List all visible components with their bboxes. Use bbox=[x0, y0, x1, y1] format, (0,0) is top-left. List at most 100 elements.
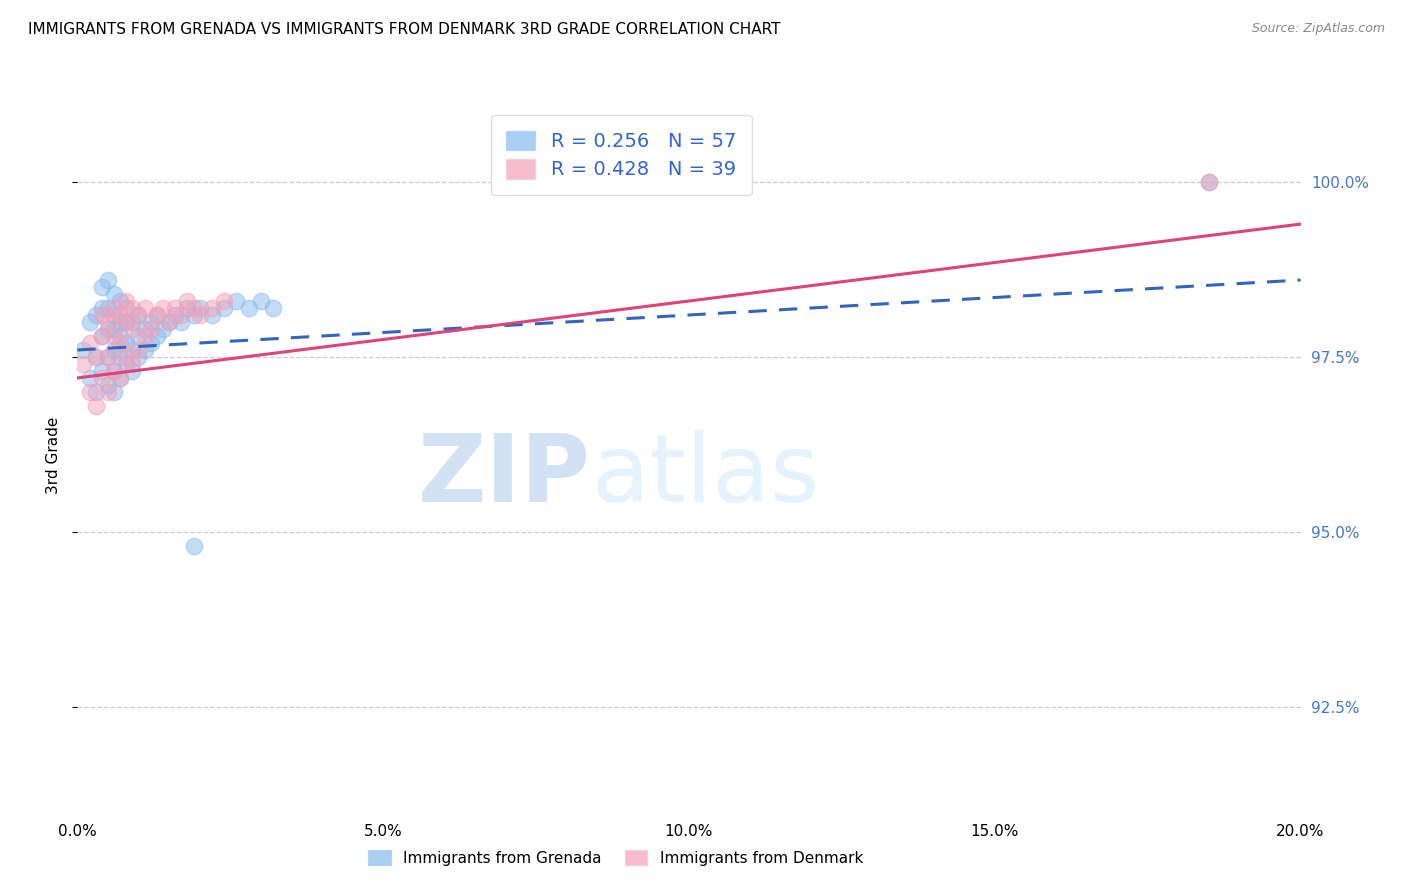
Point bbox=[146, 308, 169, 322]
Point bbox=[212, 293, 235, 308]
Point bbox=[212, 301, 235, 315]
Point bbox=[90, 280, 112, 294]
Point bbox=[115, 293, 138, 308]
Point bbox=[108, 329, 131, 343]
Point bbox=[108, 336, 131, 351]
Point bbox=[90, 371, 112, 385]
Point bbox=[97, 378, 120, 392]
Point bbox=[238, 301, 260, 315]
Point bbox=[97, 315, 120, 329]
Point bbox=[108, 371, 131, 385]
Point bbox=[103, 308, 125, 322]
Point bbox=[103, 384, 125, 399]
Point bbox=[121, 301, 143, 315]
Point bbox=[128, 350, 150, 364]
Y-axis label: 3rd Grade: 3rd Grade bbox=[46, 417, 62, 493]
Text: ZIP: ZIP bbox=[418, 430, 591, 523]
Point bbox=[183, 539, 205, 553]
Point bbox=[115, 357, 138, 371]
Point bbox=[225, 293, 247, 308]
Point bbox=[90, 329, 112, 343]
Point bbox=[262, 301, 284, 315]
Point bbox=[134, 343, 156, 357]
Point bbox=[121, 364, 143, 378]
Point bbox=[103, 301, 125, 315]
Point bbox=[108, 350, 131, 364]
Point bbox=[90, 364, 112, 378]
Point bbox=[115, 315, 138, 329]
Text: atlas: atlas bbox=[591, 430, 820, 523]
Point bbox=[79, 384, 101, 399]
Point bbox=[121, 343, 143, 357]
Point bbox=[152, 301, 174, 315]
Point bbox=[115, 315, 138, 329]
Point bbox=[103, 364, 125, 378]
Point bbox=[84, 384, 107, 399]
Point bbox=[201, 301, 224, 315]
Point bbox=[121, 322, 143, 336]
Point bbox=[128, 329, 150, 343]
Point bbox=[79, 336, 101, 351]
Point bbox=[176, 301, 198, 315]
Point bbox=[90, 308, 112, 322]
Point bbox=[97, 301, 120, 315]
Point bbox=[79, 371, 101, 385]
Point bbox=[134, 322, 156, 336]
Point bbox=[128, 343, 150, 357]
Point bbox=[97, 322, 120, 336]
Point bbox=[108, 371, 131, 385]
Point bbox=[121, 357, 143, 371]
Point bbox=[121, 315, 143, 329]
Point bbox=[115, 301, 138, 315]
Point bbox=[72, 343, 94, 357]
Point bbox=[84, 350, 107, 364]
Point bbox=[146, 329, 169, 343]
Point bbox=[128, 308, 150, 322]
Point bbox=[152, 322, 174, 336]
Point bbox=[115, 350, 138, 364]
Point bbox=[108, 293, 131, 308]
Point bbox=[188, 308, 211, 322]
Point bbox=[157, 315, 180, 329]
Point bbox=[79, 315, 101, 329]
Point bbox=[103, 322, 125, 336]
Point bbox=[188, 301, 211, 315]
Point bbox=[139, 336, 162, 351]
Point bbox=[103, 364, 125, 378]
Point bbox=[97, 350, 120, 364]
Point bbox=[157, 315, 180, 329]
Point bbox=[84, 308, 107, 322]
Point bbox=[108, 308, 131, 322]
Point bbox=[97, 384, 120, 399]
Point bbox=[103, 343, 125, 357]
Point bbox=[139, 322, 162, 336]
Point bbox=[183, 308, 205, 322]
Text: Source: ZipAtlas.com: Source: ZipAtlas.com bbox=[1251, 22, 1385, 36]
Point bbox=[139, 315, 162, 329]
Point bbox=[90, 329, 112, 343]
Point bbox=[103, 329, 125, 343]
Text: IMMIGRANTS FROM GRENADA VS IMMIGRANTS FROM DENMARK 3RD GRADE CORRELATION CHART: IMMIGRANTS FROM GRENADA VS IMMIGRANTS FR… bbox=[28, 22, 780, 37]
Point bbox=[201, 308, 224, 322]
Point bbox=[1198, 175, 1220, 189]
Point bbox=[170, 315, 193, 329]
Point bbox=[103, 287, 125, 301]
Point bbox=[90, 301, 112, 315]
Legend: Immigrants from Grenada, Immigrants from Denmark: Immigrants from Grenada, Immigrants from… bbox=[361, 844, 869, 871]
Point bbox=[134, 329, 156, 343]
Point bbox=[97, 350, 120, 364]
Point bbox=[146, 308, 169, 322]
Point bbox=[97, 273, 120, 287]
Point bbox=[165, 308, 187, 322]
Point bbox=[84, 350, 107, 364]
Point bbox=[108, 315, 131, 329]
Point bbox=[183, 301, 205, 315]
Point bbox=[84, 399, 107, 413]
Point bbox=[1198, 175, 1220, 189]
Point bbox=[72, 357, 94, 371]
Point bbox=[134, 301, 156, 315]
Point bbox=[176, 293, 198, 308]
Point bbox=[165, 301, 187, 315]
Point bbox=[170, 308, 193, 322]
Point bbox=[115, 336, 138, 351]
